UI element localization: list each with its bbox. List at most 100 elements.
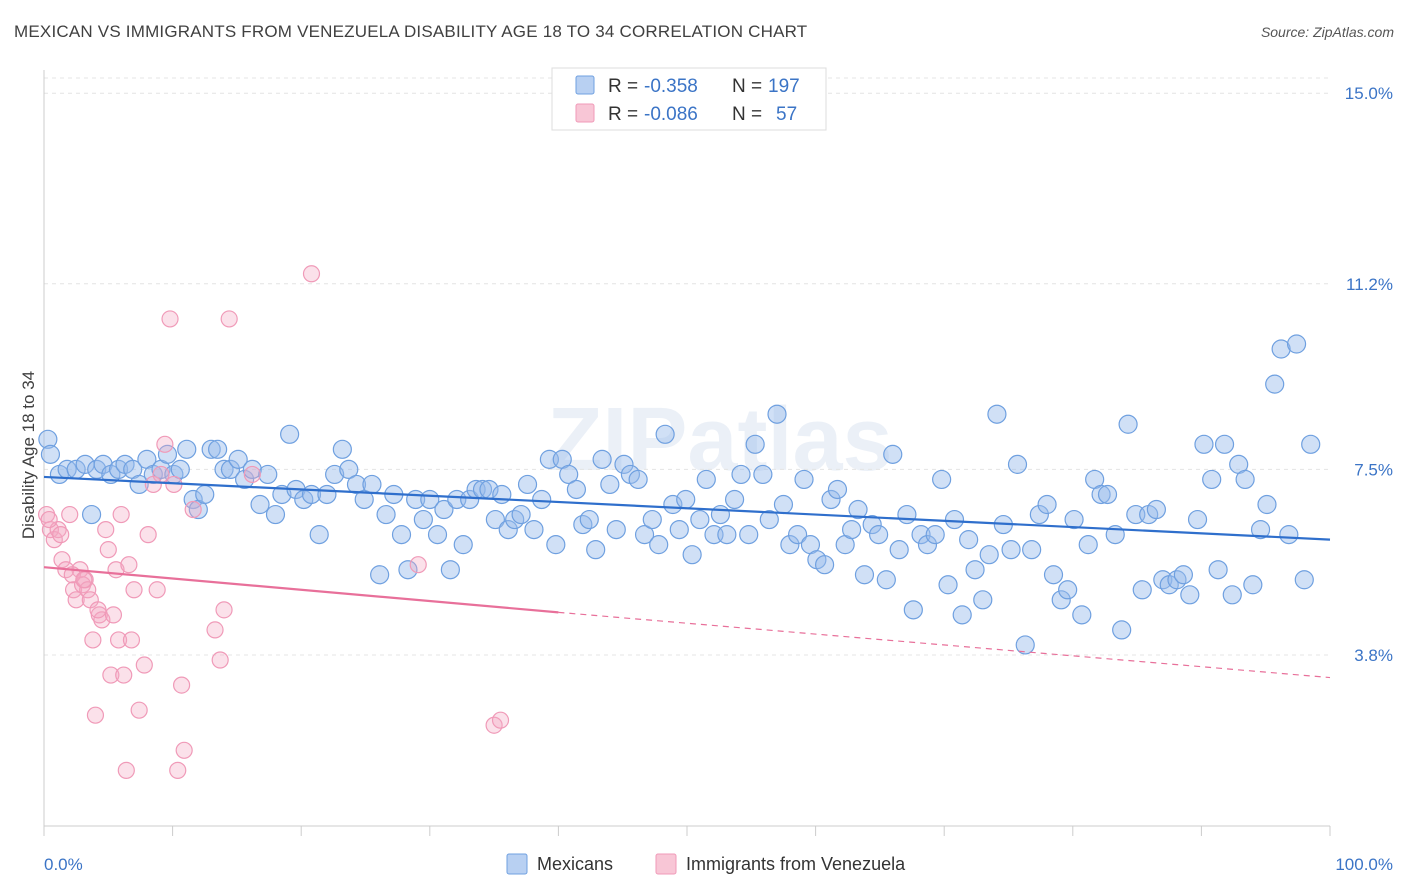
point-mexicans-90: [663, 494, 683, 515]
legend-n-label-2: N =: [732, 104, 762, 125]
point-venezuela-31: [135, 656, 153, 674]
point-venezuela-23: [109, 631, 128, 649]
point-venezuela-8: [67, 591, 85, 609]
legend-r-value-1: -0.358: [644, 76, 698, 97]
legend-r-label-2: R =: [608, 104, 638, 125]
point-venezuela-30: [130, 701, 148, 719]
point-mexicans-77: [573, 514, 593, 535]
chart-title: MEXICAN VS IMMIGRANTS FROM VENEZUELA DIS…: [14, 22, 808, 41]
point-mexicans-29: [235, 469, 255, 490]
point-mexicans-160: [1146, 499, 1166, 520]
point-mexicans-144: [1037, 494, 1057, 515]
point-mexicans-175: [1250, 519, 1271, 540]
point-mexicans-176: [1257, 494, 1277, 515]
point-mexicans-100: [731, 464, 751, 485]
point-mexicans-113: [821, 489, 841, 510]
point-mexicans-146: [1051, 590, 1071, 610]
point-mexicans-106: [773, 494, 794, 515]
point-mexicans-180: [1286, 334, 1307, 354]
point-mexicans-78: [579, 509, 599, 530]
point-mexicans-89: [655, 424, 675, 444]
point-mexicans-120: [869, 525, 889, 545]
series-venezuela-points: [37, 265, 510, 779]
point-mexicans-119: [862, 514, 882, 535]
point-venezuela-6: [61, 505, 79, 524]
point-mexicans-99: [724, 489, 745, 510]
point-mexicans-108: [787, 525, 808, 545]
point-mexicans-143: [1029, 504, 1049, 525]
point-mexicans-130: [938, 575, 958, 595]
point-mexicans-179: [1279, 525, 1299, 545]
point-mexicans-167: [1194, 434, 1214, 454]
point-mexicans-92: [676, 489, 696, 510]
point-mexicans-1: [40, 444, 61, 464]
point-venezuela-20: [102, 666, 120, 684]
point-mexicans-47: [370, 565, 390, 585]
point-mexicans-94: [690, 509, 710, 530]
x-tick-label-1: 100.0%: [1335, 855, 1393, 874]
point-mexicans-145: [1043, 565, 1064, 585]
point-mexicans-30: [242, 459, 262, 479]
point-mexicans-68: [511, 504, 531, 525]
point-mexicans-66: [498, 519, 518, 540]
point-mexicans-23: [195, 484, 215, 505]
point-mexicans-21: [183, 489, 203, 510]
y-tick-label-3: 15.0%: [1345, 84, 1393, 103]
point-mexicans-164: [1173, 565, 1193, 585]
point-mexicans-152: [1091, 484, 1111, 505]
point-mexicans-128: [925, 525, 945, 545]
point-mexicans-139: [1001, 540, 1021, 560]
point-mexicans-35: [280, 424, 300, 444]
point-mexicans-158: [1132, 580, 1152, 600]
point-mexicans-170: [1214, 434, 1235, 454]
point-mexicans-33: [265, 504, 286, 525]
point-mexicans-163: [1167, 570, 1187, 590]
point-mexicans-123: [889, 540, 909, 560]
point-mexicans-126: [911, 525, 931, 545]
trend-lines: [43, 475, 1331, 679]
point-venezuela-42: [184, 500, 202, 519]
point-mexicans-103: [753, 464, 773, 485]
point-mexicans-93: [682, 545, 702, 565]
x-tick-labels: 0.0% 100.0%: [44, 855, 1393, 874]
point-mexicans-69: [517, 474, 538, 495]
legend-n-label-1: N =: [732, 76, 762, 97]
point-mexicans-91: [669, 519, 689, 540]
point-mexicans-181: [1294, 570, 1314, 590]
trend-line-venezuela-extension: [558, 611, 1331, 679]
point-mexicans-147: [1058, 580, 1078, 600]
source-label: Source: ZipAtlas.com: [1260, 24, 1394, 40]
point-mexicans-8: [93, 454, 113, 474]
legend-n-value-1: 197: [768, 76, 800, 97]
point-mexicans-53: [413, 509, 433, 530]
point-mexicans-44: [346, 474, 367, 495]
point-mexicans-42: [332, 439, 352, 459]
point-mexicans-75: [559, 464, 579, 485]
point-mexicans-116: [842, 519, 862, 540]
point-venezuela-19: [99, 541, 117, 559]
point-mexicans-131: [944, 509, 965, 530]
point-mexicans-70: [524, 519, 544, 540]
bottom-legend-swatch-venezuela: [655, 853, 677, 875]
point-mexicans-105: [767, 404, 787, 424]
point-mexicans-64: [485, 509, 505, 530]
point-mexicans-10: [108, 459, 129, 479]
point-mexicans-134: [965, 560, 985, 580]
point-mexicans-141: [1015, 635, 1035, 655]
point-mexicans-25: [208, 439, 228, 459]
point-mexicans-86: [634, 525, 655, 545]
point-mexicans-173: [1235, 469, 1255, 490]
point-venezuela-41: [175, 741, 193, 759]
point-mexicans-82: [606, 519, 626, 540]
y-tick-label-2: 11.2%: [1346, 275, 1393, 294]
point-mexicans-102: [745, 434, 765, 454]
point-venezuela-46: [220, 310, 238, 328]
point-venezuela-21: [104, 606, 123, 624]
point-mexicans-150: [1078, 535, 1098, 555]
point-venezuela-7: [64, 581, 83, 599]
legend-swatch-blue: [575, 75, 595, 95]
point-mexicans-95: [696, 469, 716, 490]
bottom-legend-swatch-mexicans: [506, 853, 528, 875]
y-tick-labels: 3.8% 7.5% 11.2% 15.0%: [1345, 84, 1393, 665]
